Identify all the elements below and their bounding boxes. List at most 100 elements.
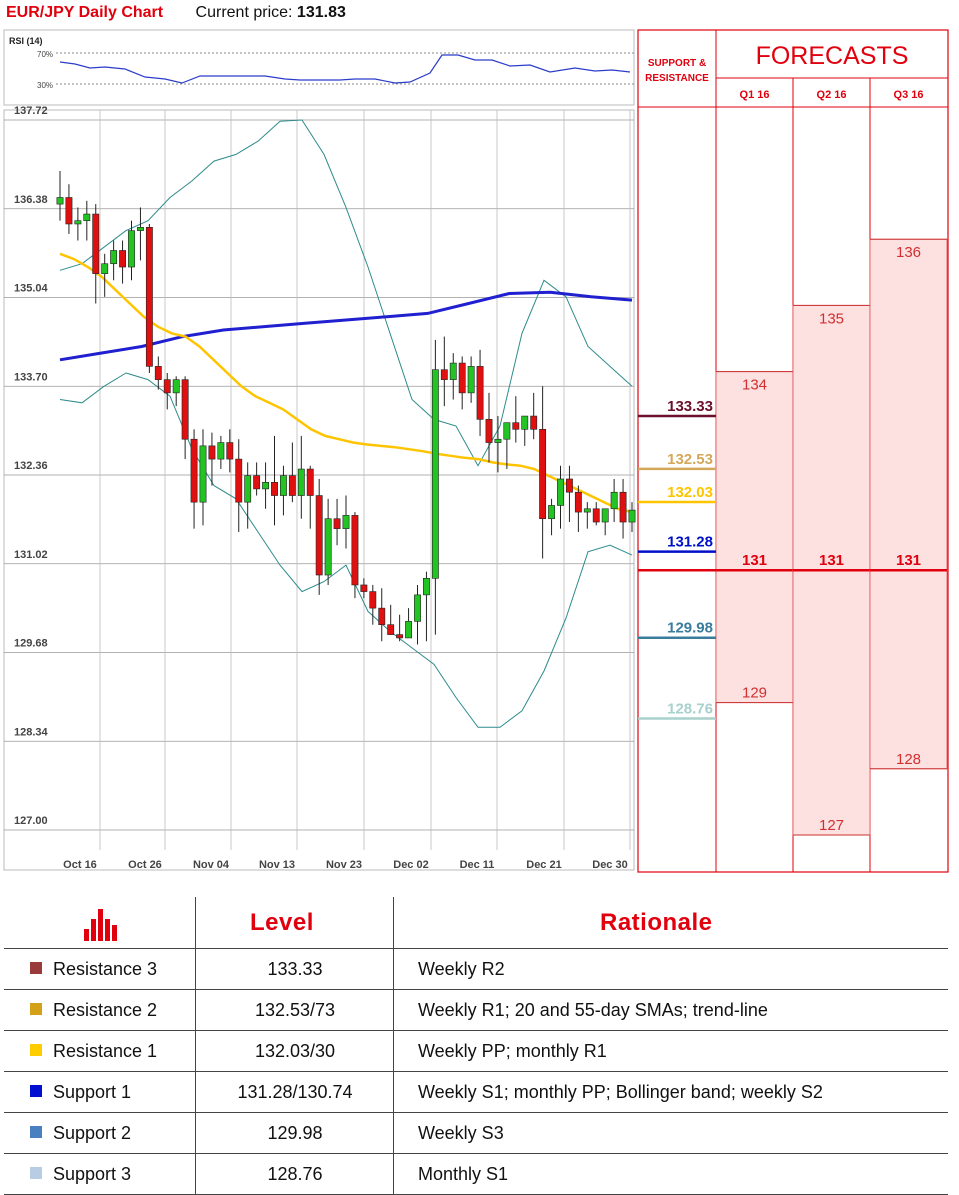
candle-body xyxy=(467,366,475,394)
candle-body xyxy=(396,634,404,639)
x-tick-label: Dec 30 xyxy=(592,859,627,871)
forecast-range xyxy=(869,238,948,770)
quarter-label: Q2 16 xyxy=(817,89,847,101)
forecast-low-value: 127 xyxy=(819,817,844,834)
y-tick-label: 135.04 xyxy=(14,283,49,295)
x-tick-label: Nov 13 xyxy=(259,859,295,871)
row-name: Support 3 xyxy=(53,1164,132,1184)
rsi-70-label: 70% xyxy=(37,50,53,59)
row-color-swatch xyxy=(30,1085,42,1097)
table-row: Resistance 2 132.53/73 Weekly R1; 20 and 5… xyxy=(4,990,948,1031)
level-header: Level xyxy=(250,909,314,936)
rationale-header: Rationale xyxy=(600,909,713,936)
eurjpy-chart: RSI (14) 70% 30% 137.72 136.38 135.04 133.7… xyxy=(3,29,949,873)
candle-body xyxy=(557,478,564,506)
candle-body xyxy=(324,518,332,576)
row-name: Support 2 xyxy=(53,1123,132,1143)
moving-averages xyxy=(59,252,633,514)
candle-body xyxy=(110,250,118,265)
sr-level-label: 131.28 xyxy=(667,534,713,551)
candle-body xyxy=(485,419,493,443)
sr-level-label: 132.53 xyxy=(667,451,713,468)
row-color-swatch xyxy=(30,1126,42,1138)
row-name: Resistance 3 xyxy=(53,959,158,979)
forecast-low-value: 128 xyxy=(896,751,921,768)
row-rationale: Weekly S1; monthly PP; Bollinger band; w… xyxy=(418,1082,823,1102)
grid xyxy=(4,110,634,850)
candle-body xyxy=(128,230,135,268)
candle-body xyxy=(217,442,225,460)
forecast-range xyxy=(715,371,794,704)
levels-table: Level Rationale Resistance 3 133.33 Weekly… xyxy=(0,897,959,1195)
candle-body xyxy=(253,475,261,490)
candle-body xyxy=(315,495,323,576)
table-divider-2 xyxy=(393,897,394,1195)
candle-body xyxy=(342,515,350,529)
chart-title: EUR/JPY Daily Chart xyxy=(6,4,164,21)
row-rationale: Weekly PP; monthly R1 xyxy=(418,1041,607,1061)
sr-header-line-2: RESISTANCE xyxy=(645,73,709,84)
candle-body xyxy=(199,445,207,503)
table-row: Support 1 131.28/130.74 Weekly S1; monthly… xyxy=(4,1072,948,1113)
candle-body xyxy=(521,415,529,430)
candle-body xyxy=(583,508,591,513)
forecast-quarters: Q1 16 134 131 129 Q2 16 135 131 127 Q3 16 136 131 1… xyxy=(638,89,948,836)
forecast-panel: SUPPORT & RESISTANCE FORECASTS Q1 16 134 1… xyxy=(637,29,949,873)
current-price-label: Current price: xyxy=(195,4,293,21)
candle-body xyxy=(458,362,466,394)
x-tick-label: Oct 16 xyxy=(63,859,97,871)
candle-body xyxy=(592,508,600,523)
candle-body xyxy=(619,491,627,523)
candle-body xyxy=(387,624,395,635)
candle-body xyxy=(378,607,386,625)
row-name: Resistance 2 xyxy=(53,1000,158,1020)
candle-body xyxy=(601,508,609,523)
forecast-mid-value: 131 xyxy=(896,552,921,569)
y-tick-label: 137.72 xyxy=(14,105,48,117)
table-row: Support 3 128.76 Monthly S1 xyxy=(4,1154,948,1195)
candle-body xyxy=(405,621,412,639)
x-axis: Oct 16 Oct 26 Nov 04 Nov 13 Nov 23 Dec 02 Dec … xyxy=(63,859,628,871)
candle-body xyxy=(351,515,359,586)
sr-level-label: 133.33 xyxy=(667,398,713,415)
sma-blue-line xyxy=(59,290,633,362)
forecasts-title: FORECASTS xyxy=(756,42,909,70)
x-tick-label: Oct 26 xyxy=(128,859,162,871)
sma-yellow-line xyxy=(59,252,633,514)
quarter-label: Q1 16 xyxy=(740,89,770,101)
bar-chart-icon xyxy=(84,909,117,941)
candle-body xyxy=(74,220,82,225)
candle-body xyxy=(83,213,91,221)
bollinger-lower-line xyxy=(59,372,633,728)
y-tick-label: 128.34 xyxy=(14,726,49,738)
table-row: Resistance 3 133.33 Weekly R2 xyxy=(4,949,948,990)
candle-body xyxy=(190,438,198,503)
candle-body xyxy=(530,415,538,430)
candle-body xyxy=(476,366,484,420)
sr-header-line-1: SUPPORT & xyxy=(648,58,706,69)
candle-body xyxy=(208,445,216,460)
y-tick-label: 127.00 xyxy=(14,815,48,827)
y-tick-label: 131.02 xyxy=(14,549,48,561)
forecast-mid-value: 131 xyxy=(742,552,767,569)
rsi-30-label: 30% xyxy=(37,81,53,90)
candle-body xyxy=(145,226,153,367)
candle-body xyxy=(101,263,109,274)
quarter-label: Q3 16 xyxy=(894,89,924,101)
row-rationale: Weekly R1; 20 and 55-day SMAs; trend-lin… xyxy=(418,1000,768,1020)
table-divider-1 xyxy=(195,897,196,1195)
candle-body xyxy=(244,475,252,503)
candle-body xyxy=(440,369,448,380)
candle-body xyxy=(154,366,162,380)
row-level: 131.28/130.74 xyxy=(237,1082,353,1102)
candle-body xyxy=(423,578,430,596)
x-tick-label: Nov 23 xyxy=(326,859,362,871)
row-level: 129.98 xyxy=(267,1123,323,1143)
candle-body xyxy=(262,481,269,490)
candle-body xyxy=(56,197,64,205)
forecast-high-value: 136 xyxy=(896,244,921,261)
rsi-line xyxy=(59,54,631,84)
row-rationale: Weekly R2 xyxy=(418,959,505,979)
x-tick-label: Dec 02 xyxy=(393,859,428,871)
rsi-panel: RSI (14) 70% 30% xyxy=(3,29,635,106)
